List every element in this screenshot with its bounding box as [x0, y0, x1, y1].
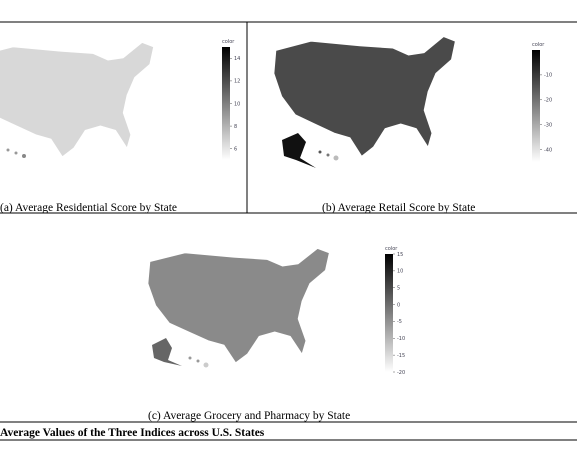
- colorbar-tick-label: 8: [234, 124, 237, 130]
- colorbar-tick-label: -5: [397, 319, 402, 325]
- colorbar-tick-label: 5: [397, 286, 400, 292]
- figure-caption: Average Values of the Three Indices acro…: [0, 427, 265, 439]
- colorbar-title: color: [532, 42, 545, 48]
- hawaii: [318, 150, 339, 161]
- us-map: [146, 247, 331, 364]
- colorbar-title: color: [222, 39, 235, 45]
- colorbar: [532, 50, 540, 162]
- alaska: [152, 338, 182, 366]
- colorbar-tick-label: -20: [397, 370, 405, 376]
- panel-caption: (b) Average Retail Score by State: [322, 202, 475, 214]
- hawaii: [6, 148, 26, 158]
- panel-caption: (c) Average Grocery and Pharmacy by Stat…: [148, 410, 350, 422]
- colorbar-tick-label: -30: [544, 122, 552, 128]
- colorbar-tick-label: 0: [397, 302, 400, 308]
- colorbar-tick-label: -10: [397, 336, 405, 342]
- colorbar-tick-label: -10: [544, 73, 552, 79]
- colorbar-title: color: [385, 246, 398, 252]
- colorbar-tick-label: 10: [234, 101, 240, 107]
- colorbar-tick-label: 12: [234, 79, 240, 85]
- alaska: [282, 133, 316, 168]
- colorbar: [222, 47, 230, 160]
- hawaii: [188, 356, 209, 368]
- colorbar-tick-label: -20: [544, 98, 552, 104]
- colorbar: [385, 254, 393, 372]
- colorbar-tick-label: -40: [544, 147, 552, 153]
- colorbar-tick-label: 14: [234, 56, 240, 62]
- colorbar-tick-label: 15: [397, 252, 403, 258]
- colorbar-tick-label: -15: [397, 353, 405, 359]
- colorbar-tick-label: 6: [234, 147, 237, 153]
- panel-caption: (a) Average Residential Score by State: [0, 202, 177, 214]
- us-map: [0, 41, 155, 158]
- colorbar-tick-label: 10: [397, 269, 403, 275]
